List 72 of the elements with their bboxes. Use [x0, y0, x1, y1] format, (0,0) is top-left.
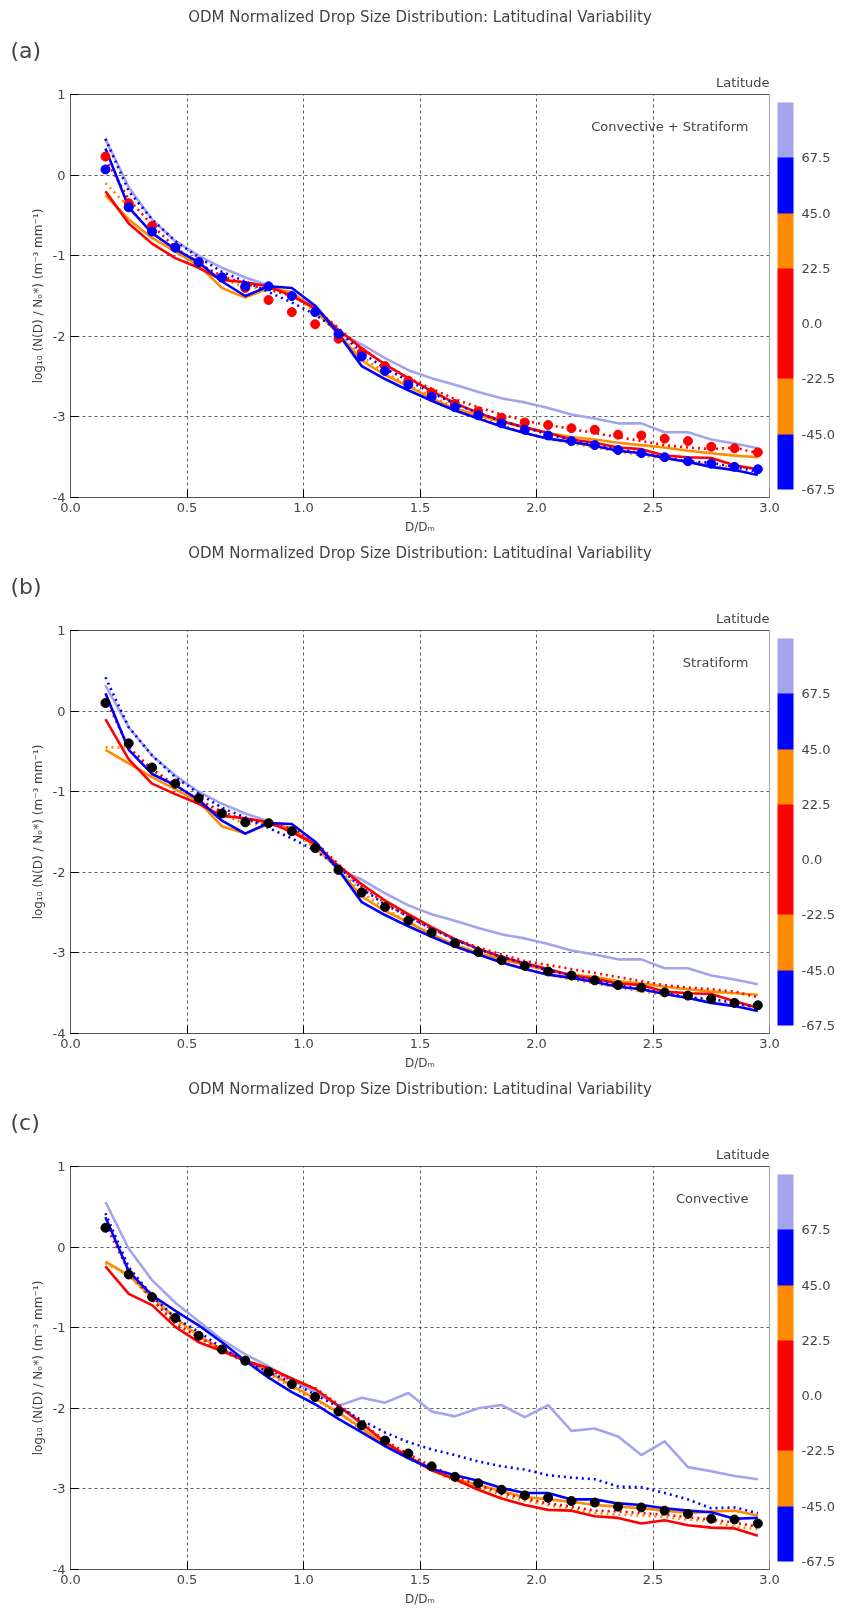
y-tick-label: 1 — [57, 87, 66, 102]
x-tick-label: 1.0 — [293, 1571, 314, 1587]
color-bar-label: 45.0 — [801, 741, 831, 757]
x-tick-label: 0.5 — [176, 1571, 198, 1587]
x-axis-title: D/Dₘ — [405, 1591, 435, 1606]
y-tick-label: -3 — [52, 409, 66, 425]
y-tick-label: -1 — [52, 784, 66, 800]
color-bar-label: 45.0 — [801, 1277, 831, 1293]
color-bar-label: -22.5 — [801, 907, 836, 923]
color-bar-label: -45.0 — [801, 426, 836, 442]
x-axis-title: D/Dₘ — [405, 1055, 435, 1070]
y-tick-label: -1 — [52, 1320, 66, 1336]
x-tick-label: 2.5 — [642, 1035, 664, 1051]
color-bar-label: -67.5 — [801, 1018, 836, 1033]
color-bar-label: 45.0 — [801, 205, 831, 221]
y-tick-label: 1 — [57, 623, 66, 638]
chart-title: ODM Normalized Drop Size Distribution: Latitudinal Variability — [188, 7, 652, 26]
y-tick-label: 1 — [57, 1159, 66, 1174]
x-tick-label: 1.0 — [293, 499, 314, 515]
x-tick-label: 2.5 — [642, 1571, 664, 1587]
y-axis-title: log₁₀ (N(D) / Nₒ*) (m⁻³ mm⁻¹) — [30, 744, 45, 920]
color-bar-label: 67.5 — [801, 1222, 831, 1238]
text: (a) — [10, 37, 42, 63]
annotation: Convective — [676, 1191, 749, 1207]
color-bar-label: 67.5 — [801, 686, 831, 702]
x-tick-label: 3.0 — [759, 1571, 780, 1587]
y-tick-label: 0 — [57, 703, 66, 719]
color-bar-label: -22.5 — [801, 1443, 836, 1459]
annotation: Convective + Stratiform — [591, 119, 749, 135]
x-tick-label: 1.5 — [409, 1571, 431, 1587]
color-bar-label: -67.5 — [801, 1554, 836, 1569]
color-bar-label: -67.5 — [801, 482, 836, 497]
x-tick-label: 2.0 — [526, 1571, 547, 1587]
y-tick-label: -3 — [52, 1481, 66, 1497]
color-bar-label: 22.5 — [801, 796, 831, 812]
y-tick-label: -3 — [52, 945, 66, 961]
color-bar-label: 0.0 — [801, 852, 823, 868]
color-bar-label: 0.0 — [801, 316, 823, 332]
y-tick-label: -1 — [52, 248, 66, 264]
annotation: Stratiform — [682, 655, 749, 671]
color-bar-label: 67.5 — [801, 150, 831, 166]
y-tick-label: -2 — [52, 328, 66, 344]
x-axis-title: D/Dₘ — [405, 519, 435, 534]
color-bar-title: Latitude — [716, 74, 770, 90]
color-bar-label: 22.5 — [801, 1332, 831, 1348]
y-tick-label: 0 — [57, 167, 66, 183]
y-tick-label: -2 — [52, 1400, 66, 1416]
y-axis-title: log₁₀ (N(D) / Nₒ*) (m⁻³ mm⁻¹) — [30, 208, 45, 384]
x-tick-label: 3.0 — [759, 1035, 780, 1051]
x-tick-label: 0.5 — [176, 499, 198, 515]
color-bar-label: 0.0 — [801, 1388, 823, 1404]
x-tick-label: 2.0 — [526, 499, 547, 515]
color-bar-title: Latitude — [716, 1146, 770, 1162]
color-bar-label: -45.0 — [801, 1498, 836, 1514]
x-tick-label: 1.0 — [293, 1035, 314, 1051]
color-bar-label: -45.0 — [801, 962, 836, 978]
x-tick-label: 3.0 — [759, 499, 780, 515]
x-tick-label: 1.5 — [409, 1035, 431, 1051]
x-tick-label: 2.5 — [642, 499, 664, 515]
x-tick-label: 2.0 — [526, 1035, 547, 1051]
chart-title: ODM Normalized Drop Size Distribution: Latitudinal Variability — [188, 1079, 652, 1098]
y-tick-label: -2 — [52, 864, 66, 880]
y-tick-label: 0 — [57, 1239, 66, 1255]
y-axis-title: log₁₀ (N(D) / Nₒ*) (m⁻³ mm⁻¹) — [30, 1280, 45, 1456]
color-bar-label: -22.5 — [801, 371, 836, 387]
chart-title: ODM Normalized Drop Size Distribution: Latitudinal Variability — [188, 543, 652, 562]
color-bar-label: 22.5 — [801, 260, 831, 276]
x-tick-label: 1.5 — [409, 499, 431, 515]
text: (b) — [10, 573, 42, 599]
x-tick-label: 0.5 — [176, 1035, 198, 1051]
text: (c) — [10, 1109, 40, 1135]
color-bar-title: Latitude — [716, 610, 770, 626]
